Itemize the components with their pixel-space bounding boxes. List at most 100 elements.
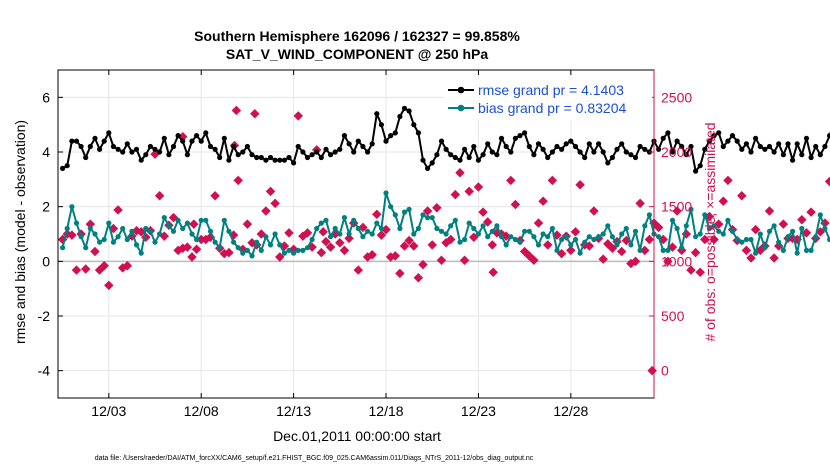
series-point (138, 250, 144, 256)
series-point (341, 133, 347, 139)
series-point (623, 225, 629, 232)
series-point (494, 152, 500, 158)
obs-count-marker (409, 241, 419, 251)
series-point (822, 225, 828, 232)
series-point (78, 143, 84, 150)
series-point (448, 152, 454, 158)
series-point (231, 143, 237, 150)
series-point (665, 130, 671, 136)
obs-count-marker (344, 233, 354, 244)
series-point (697, 163, 703, 169)
series-point (498, 234, 505, 240)
series-point (827, 236, 830, 243)
obs-count-marker (284, 228, 294, 238)
y-left-tick-label: -4 (38, 363, 51, 379)
series-point (729, 133, 736, 139)
series-point (69, 138, 75, 144)
obs-count-marker (718, 196, 729, 206)
series-point (512, 135, 519, 141)
series-point (623, 149, 629, 155)
series-point (92, 135, 98, 141)
series-point (309, 152, 315, 158)
series-group (60, 105, 830, 174)
obs-count-marker (658, 234, 668, 245)
series-point (679, 245, 685, 251)
obs-count-marker (367, 250, 377, 260)
series-point (106, 130, 112, 136)
series-point (360, 143, 366, 150)
series-point (729, 228, 736, 234)
series-point (679, 143, 685, 150)
series-point (716, 130, 722, 136)
series-point (318, 154, 324, 161)
series-point (147, 228, 153, 234)
obs-count-marker (318, 227, 328, 237)
series-point (184, 152, 190, 158)
series-point (702, 146, 708, 152)
series-point (462, 146, 468, 152)
series-point (401, 105, 408, 111)
series-point (485, 141, 491, 147)
series-point (642, 146, 648, 152)
obs-count-marker (231, 105, 242, 116)
series-point (115, 234, 121, 240)
series-point (776, 239, 782, 245)
series-point (388, 204, 394, 210)
series-point (720, 231, 726, 237)
obs-count-marker (538, 196, 548, 206)
obs-count-marker (547, 175, 558, 186)
series-point (683, 223, 689, 229)
series-point (110, 239, 116, 245)
series-point (498, 135, 505, 141)
series-point (309, 236, 315, 243)
series-point (605, 160, 611, 166)
series-point (267, 154, 274, 161)
series-point (374, 111, 380, 117)
series-point (813, 234, 819, 240)
obs-count-marker (459, 255, 470, 265)
series-point (609, 234, 616, 240)
series-point (235, 245, 241, 251)
series-point (189, 138, 195, 144)
series-point (277, 242, 283, 248)
series-point (531, 234, 537, 240)
series-point (198, 217, 204, 223)
series-point (600, 149, 606, 155)
series-point (406, 206, 412, 212)
series-point (632, 154, 639, 161)
series-point (170, 143, 177, 150)
series-point (355, 225, 361, 232)
series-point (217, 245, 223, 251)
series-point (693, 234, 699, 240)
obs-count-marker (529, 255, 539, 265)
obs-count-marker (325, 242, 336, 252)
obs-count-marker (469, 232, 479, 243)
series-point (346, 141, 352, 147)
series-point (73, 220, 80, 226)
series-point (748, 236, 754, 243)
series-point (771, 149, 777, 155)
series-point (429, 160, 435, 166)
series-point (554, 143, 560, 150)
obs-count-marker (473, 182, 484, 192)
series-point (646, 212, 653, 218)
series-point (258, 247, 264, 253)
series-point (332, 225, 338, 232)
series-point (683, 152, 689, 158)
y-right-tick-label: 2000 (661, 144, 692, 160)
series-point (378, 122, 384, 128)
series-point (632, 228, 639, 234)
series-point (563, 234, 569, 240)
obs-count-marker (189, 219, 199, 229)
series-point (780, 247, 787, 253)
obs-count-marker (533, 218, 544, 228)
y-right-axis-label: # of obs: o=possible; ×=assimilated (702, 122, 718, 341)
series-point (383, 138, 389, 144)
series-point (328, 234, 334, 240)
obs-count-marker (519, 246, 530, 257)
series-point (711, 133, 717, 139)
series-point (771, 223, 777, 229)
series-point (785, 141, 791, 147)
series-point (87, 143, 93, 150)
obs-count-marker (265, 186, 276, 197)
